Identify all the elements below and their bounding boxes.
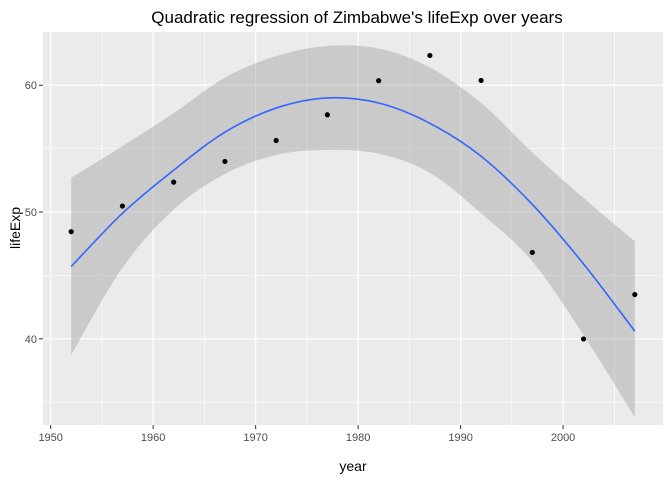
data-point <box>222 158 228 165</box>
y-axis: 40 50 60 <box>25 80 43 346</box>
data-point <box>580 336 587 342</box>
data-point <box>376 78 382 84</box>
data-point <box>529 249 535 256</box>
chart-title: Quadratic regression of Zimbabwe's lifeE… <box>151 8 562 27</box>
x-axis: 1950 1960 1970 1980 1990 2000 <box>38 425 575 444</box>
x-tick-label: 1950 <box>38 432 62 444</box>
data-point <box>171 179 177 185</box>
x-tick-label: 1980 <box>346 432 370 444</box>
data-point <box>324 112 330 118</box>
y-tick-label: 40 <box>25 334 37 346</box>
x-tick-label: 1960 <box>141 432 165 444</box>
x-tick-label: 1990 <box>448 432 472 444</box>
x-axis-label: year <box>339 458 367 474</box>
x-tick-label: 1970 <box>243 432 267 444</box>
major-gridlines <box>43 32 663 425</box>
y-tick-label: 60 <box>25 80 37 92</box>
data-point <box>68 229 74 235</box>
y-tick-label: 50 <box>25 207 37 219</box>
confidence-ribbon <box>71 45 635 418</box>
data-point <box>478 77 484 84</box>
data-points <box>68 52 638 342</box>
data-point <box>119 203 126 209</box>
plot-panel <box>43 32 663 425</box>
minor-gridlines <box>43 32 663 425</box>
y-axis-label: lifeExp <box>7 207 23 249</box>
regression-line <box>70 96 636 332</box>
data-point <box>632 291 638 298</box>
data-point <box>427 52 433 59</box>
data-point <box>273 137 279 144</box>
x-tick-label: 2000 <box>551 432 575 444</box>
